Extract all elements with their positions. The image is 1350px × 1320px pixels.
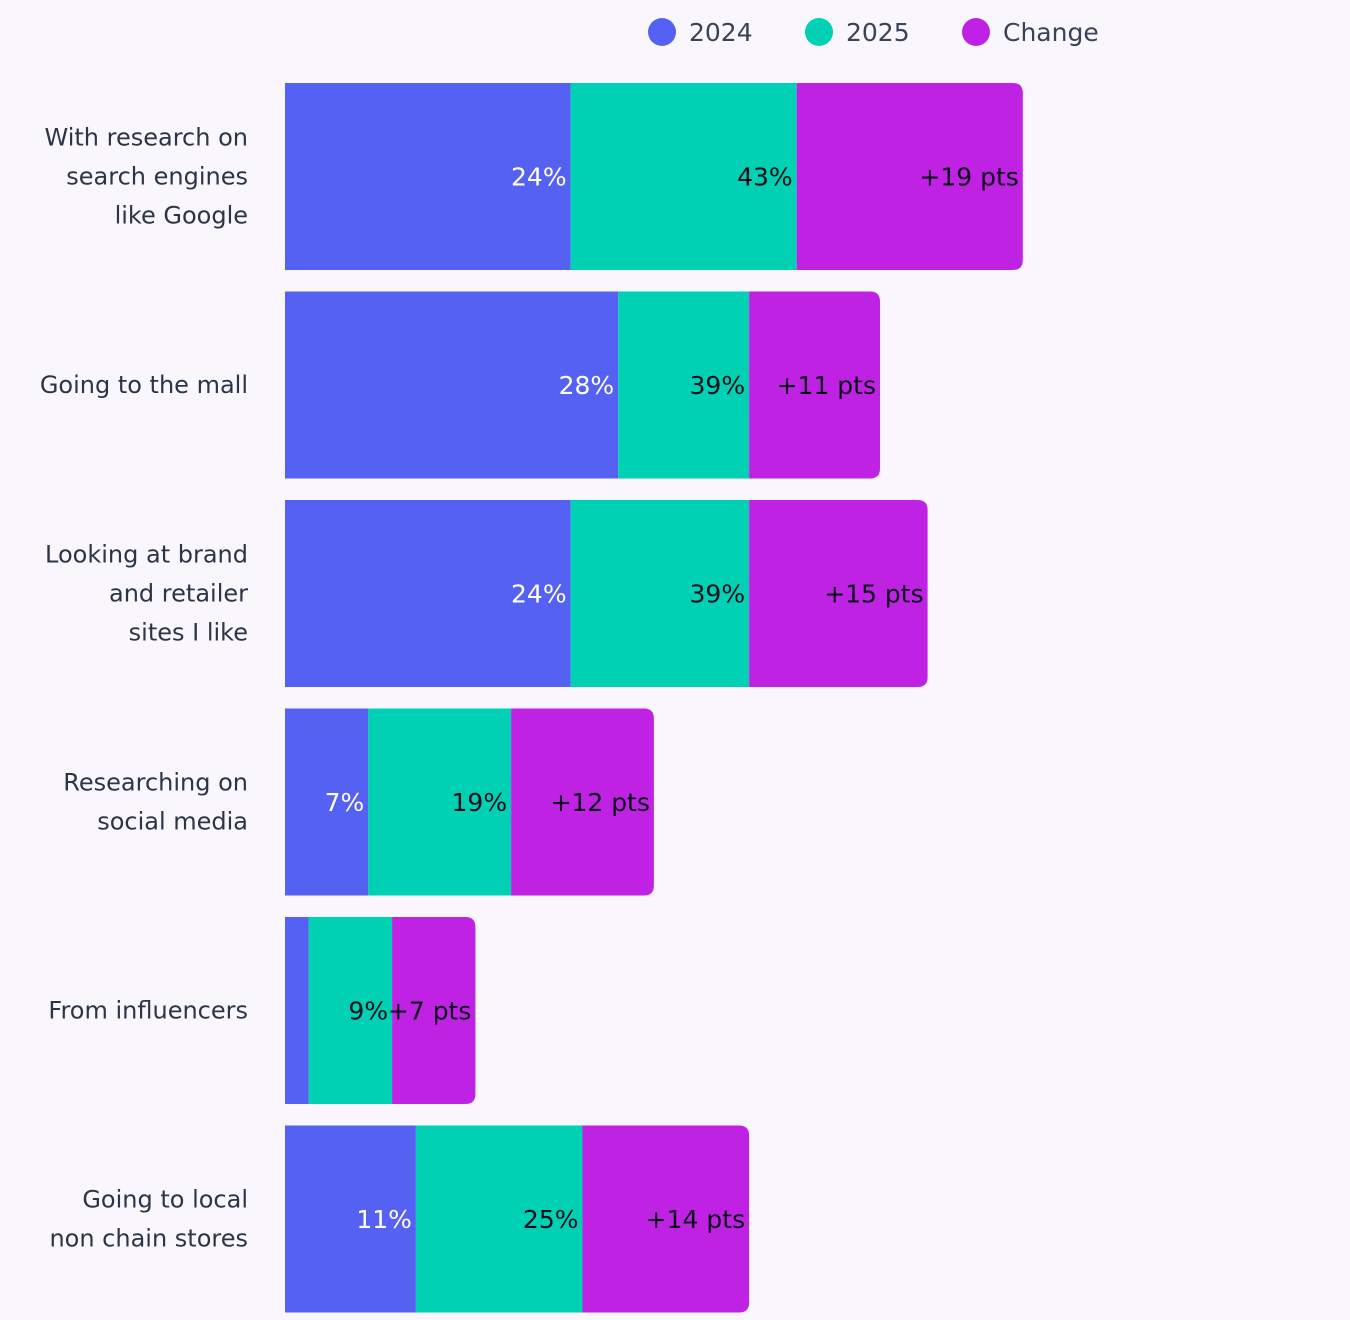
bar-row: 24% 39% +15 pts: [285, 500, 928, 687]
bar-row: 11% 25% +14 pts: [285, 1125, 750, 1313]
category-label: Going to the mall: [40, 371, 248, 399]
bar-segment-change: [582, 1125, 750, 1313]
data-label-2025: 43%: [737, 163, 793, 192]
data-label-change: +11 pts: [777, 371, 876, 400]
bar-segment-2025: [308, 917, 393, 1104]
legend-label-2024: 2024: [689, 18, 753, 47]
category-label: From influencers: [48, 997, 248, 1025]
bar-segment-2025: [618, 291, 750, 479]
bar-segment-change: [749, 291, 880, 479]
bar-segment-2024: [285, 83, 571, 270]
category-label-line: From influencers: [48, 997, 248, 1025]
category-label-line: search engines: [66, 163, 248, 191]
data-label-2025: 39%: [690, 371, 746, 400]
category-label-line: Going to local: [82, 1186, 248, 1214]
legend-swatch-2024: [648, 18, 676, 46]
category-label: Researching on social media: [63, 769, 248, 836]
data-label-2024: 28%: [559, 371, 615, 400]
category-label: Going to local non chain stores: [49, 1186, 248, 1253]
data-label-2025: 19%: [452, 788, 508, 817]
legend-label-change: Change: [1003, 18, 1099, 47]
category-label-line: Looking at brand: [45, 541, 248, 569]
bar-row: 9% +7 pts: [285, 917, 476, 1104]
category-label-line: sites I like: [129, 619, 248, 647]
category-label-line: like Google: [115, 202, 248, 230]
data-label-change: +15 pts: [824, 580, 923, 609]
bars: 24% 43% +19 pts 28% 39% +11 pts 24% 39% +15 pts 7…: [285, 83, 1023, 1313]
bar-segment-change: [749, 500, 928, 687]
legend-swatch-2025: [805, 18, 833, 46]
data-label-2024: 24%: [511, 163, 567, 192]
data-label-2024: 24%: [511, 580, 567, 609]
bar-segment-change: [796, 83, 1023, 270]
bar-segment-2024: [285, 1125, 416, 1313]
bar-segment-2024: [285, 708, 369, 896]
bar-segment-2025: [570, 500, 750, 687]
legend: 2024 2025 Change: [648, 18, 1099, 47]
category-label-line: non chain stores: [49, 1225, 248, 1253]
bar-segment-2024: [285, 291, 619, 479]
bar-row: 24% 43% +19 pts: [285, 83, 1023, 270]
legend-item-change: Change: [962, 18, 1099, 47]
category-label-line: Researching on: [63, 769, 248, 797]
bar-segment-2024: [285, 917, 309, 1104]
category-label-line: social media: [97, 808, 248, 836]
bar-row: 28% 39% +11 pts: [285, 291, 880, 479]
category-label: With research on search engines like Googl…: [45, 124, 248, 230]
bar-segment-2025: [415, 1125, 583, 1313]
bar-segment-change: [392, 917, 476, 1104]
category-labels: With research on search engines like Googl…: [40, 124, 248, 1253]
bar-segment-2024: [285, 500, 571, 687]
data-label-2024: 11%: [356, 1205, 412, 1234]
legend-item-2024: 2024: [648, 18, 753, 47]
category-label-line: With research on: [45, 124, 248, 152]
category-label-line: and retailer: [109, 580, 248, 608]
data-label-2025: 39%: [690, 580, 746, 609]
bar-segment-2025: [368, 708, 512, 896]
data-label-change: +7 pts: [388, 997, 472, 1026]
data-label-2025: 25%: [523, 1205, 579, 1234]
legend-swatch-change: [962, 18, 990, 46]
bar-row: 7% 19% +12 pts: [285, 708, 654, 896]
bar-segment-change: [511, 708, 654, 896]
bar-segment-2025: [570, 83, 797, 270]
legend-label-2025: 2025: [846, 18, 910, 47]
legend-item-2025: 2025: [805, 18, 910, 47]
data-label-change: +19 pts: [919, 163, 1018, 192]
category-label-line: Going to the mall: [40, 371, 248, 399]
data-label-change: +12 pts: [550, 788, 649, 817]
data-label-2025: 9%: [348, 997, 388, 1026]
data-label-change: +14 pts: [646, 1205, 745, 1234]
data-label-2024: 7%: [325, 788, 365, 817]
category-label: Looking at brand and retailer sites I like: [45, 541, 248, 647]
